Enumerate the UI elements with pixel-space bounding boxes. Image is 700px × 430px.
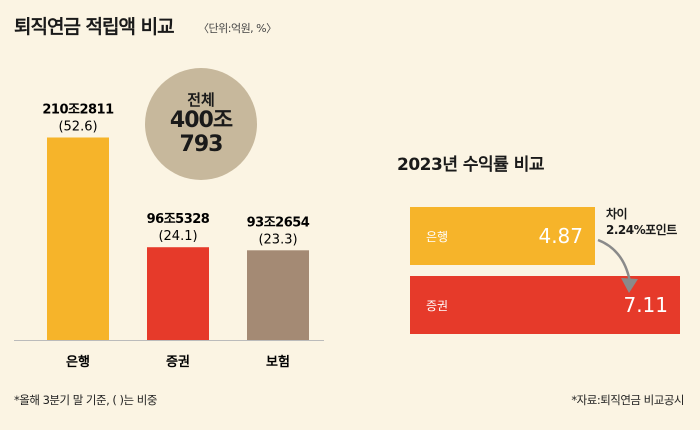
difference-line1: 차이: [606, 207, 628, 221]
share-bar-securities: [147, 247, 209, 340]
total-circle: 전체 400조 793: [145, 68, 257, 180]
yield-bar-bank: 은행 4.87: [410, 207, 595, 265]
chart-title: 퇴직연금 적립액 비교: [14, 16, 175, 38]
unit-label: 〈단위:억원, %〉: [198, 22, 277, 35]
share-bar-bank: [47, 137, 109, 340]
x-axis-line: [14, 340, 324, 341]
category-label-securities: 증권: [166, 355, 190, 370]
category-label-insurance: 보험: [266, 354, 290, 370]
category-label-bank: 은행: [66, 354, 90, 370]
difference-note: 차이 2.24%포인트: [606, 206, 677, 238]
yield-bar-securities: 증권 7.11: [410, 276, 680, 334]
yield-chart-title: 2023년 수익률 비교: [397, 155, 545, 175]
yield-bar-bank-label: 은행: [426, 230, 449, 244]
difference-line2: 2.24%포인트: [606, 223, 677, 237]
share-amount-insurance: 93조2654: [247, 215, 310, 230]
footnote-left: *올해 3분기 말 기준, ( )는 비중: [14, 393, 157, 407]
share-bar-chart: 210조2811 (52.6) 은행 96조5328 (24.1) 증권 93조2654 (2…: [42, 102, 310, 370]
share-bar-insurance: [247, 250, 309, 340]
yield-bar-securities-value: 7.11: [623, 293, 668, 317]
footnote-right: *자료:퇴직연금 비교공시: [571, 393, 684, 407]
share-amount-securities: 96조5328: [147, 212, 210, 227]
share-percent-insurance: (23.3): [258, 232, 297, 247]
difference-arrow: [597, 238, 638, 293]
yield-bar-securities-label: 증권: [426, 299, 449, 313]
total-label: 전체: [187, 91, 215, 109]
total-value: 400조 793: [169, 108, 233, 157]
share-percent-securities: (24.1): [158, 229, 197, 244]
yield-bar-bank-value: 4.87: [538, 224, 583, 248]
share-percent-bank: (52.6): [58, 119, 97, 134]
share-amount-bank: 210조2811: [42, 102, 114, 117]
